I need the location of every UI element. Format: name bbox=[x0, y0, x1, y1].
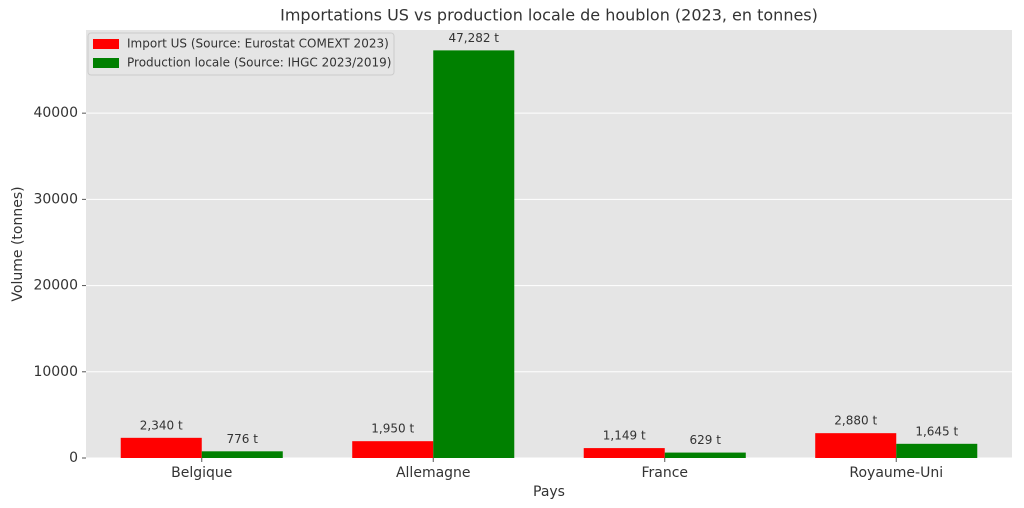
bar bbox=[896, 443, 978, 458]
bar bbox=[433, 50, 515, 459]
x-axis-label: Pays bbox=[533, 484, 565, 500]
bar bbox=[664, 452, 746, 458]
y-axis-label: Volume (tonnes) bbox=[10, 186, 26, 301]
legend-box bbox=[87, 32, 395, 76]
y-tick-label: 10000 bbox=[33, 364, 78, 380]
value-label: 47,282 t bbox=[449, 31, 500, 45]
y-tick-label: 30000 bbox=[33, 191, 78, 207]
value-label: 1,645 t bbox=[915, 424, 958, 438]
plot-area bbox=[86, 30, 1012, 458]
y-tick-label: 40000 bbox=[33, 105, 78, 121]
x-tick-label: Belgique bbox=[171, 465, 232, 481]
bar bbox=[815, 433, 897, 458]
legend-swatch bbox=[93, 39, 119, 49]
value-label: 1,149 t bbox=[603, 429, 646, 443]
chart-title: Importations US vs production locale de … bbox=[280, 6, 818, 25]
value-label: 629 t bbox=[690, 433, 722, 447]
bar bbox=[201, 451, 283, 458]
x-tick-label: Royaume-Uni bbox=[849, 465, 943, 481]
bar bbox=[583, 448, 665, 458]
x-tick-label: France bbox=[641, 465, 688, 481]
y-tick-label: 0 bbox=[69, 450, 78, 466]
bar bbox=[120, 437, 202, 458]
legend-label: Import US (Source: Eurostat COMEXT 2023) bbox=[127, 37, 389, 51]
value-label: 1,950 t bbox=[371, 422, 414, 436]
value-label: 2,340 t bbox=[140, 418, 183, 432]
y-tick-label: 20000 bbox=[33, 278, 78, 294]
legend-swatch bbox=[93, 58, 119, 68]
value-label: 776 t bbox=[227, 432, 259, 446]
bar bbox=[352, 441, 434, 458]
x-tick-label: Allemagne bbox=[396, 465, 471, 481]
legend-label: Production locale (Source: IHGC 2023/201… bbox=[127, 56, 391, 70]
value-label: 2,880 t bbox=[834, 414, 877, 428]
